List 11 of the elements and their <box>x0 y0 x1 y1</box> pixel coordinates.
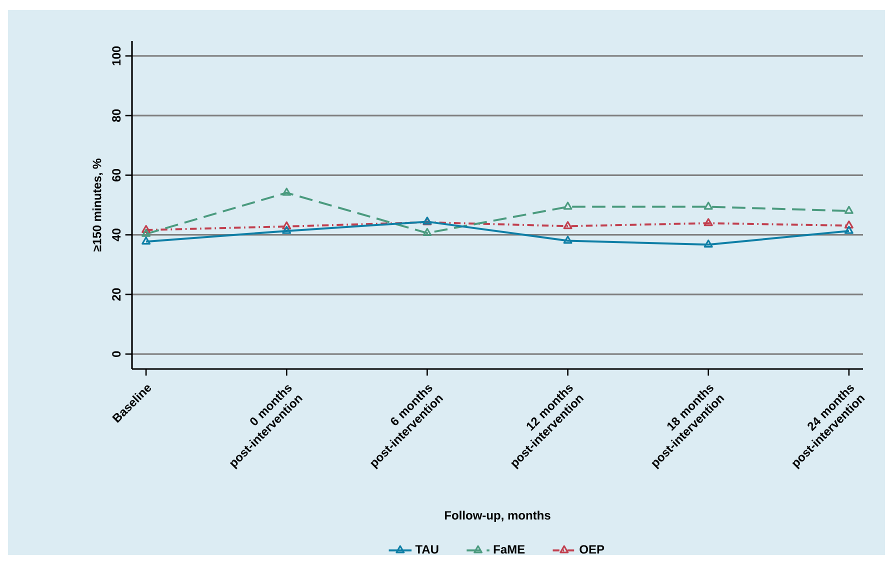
y-axis-title: ≥150 minutes, % <box>92 158 103 252</box>
y-tick-label: 20 <box>112 288 121 301</box>
y-tick-label: 60 <box>112 168 121 182</box>
x-axis-title: Follow-up, months <box>444 510 550 522</box>
legend-label: TAU <box>415 545 438 554</box>
y-tick-label: 100 <box>112 46 121 66</box>
legend-label: FaME <box>494 545 525 554</box>
legend-label: OEP <box>580 545 604 554</box>
y-tick-label: 40 <box>112 228 121 242</box>
y-tick-label: 80 <box>112 109 121 122</box>
y-tick-label: 0 <box>112 351 121 357</box>
